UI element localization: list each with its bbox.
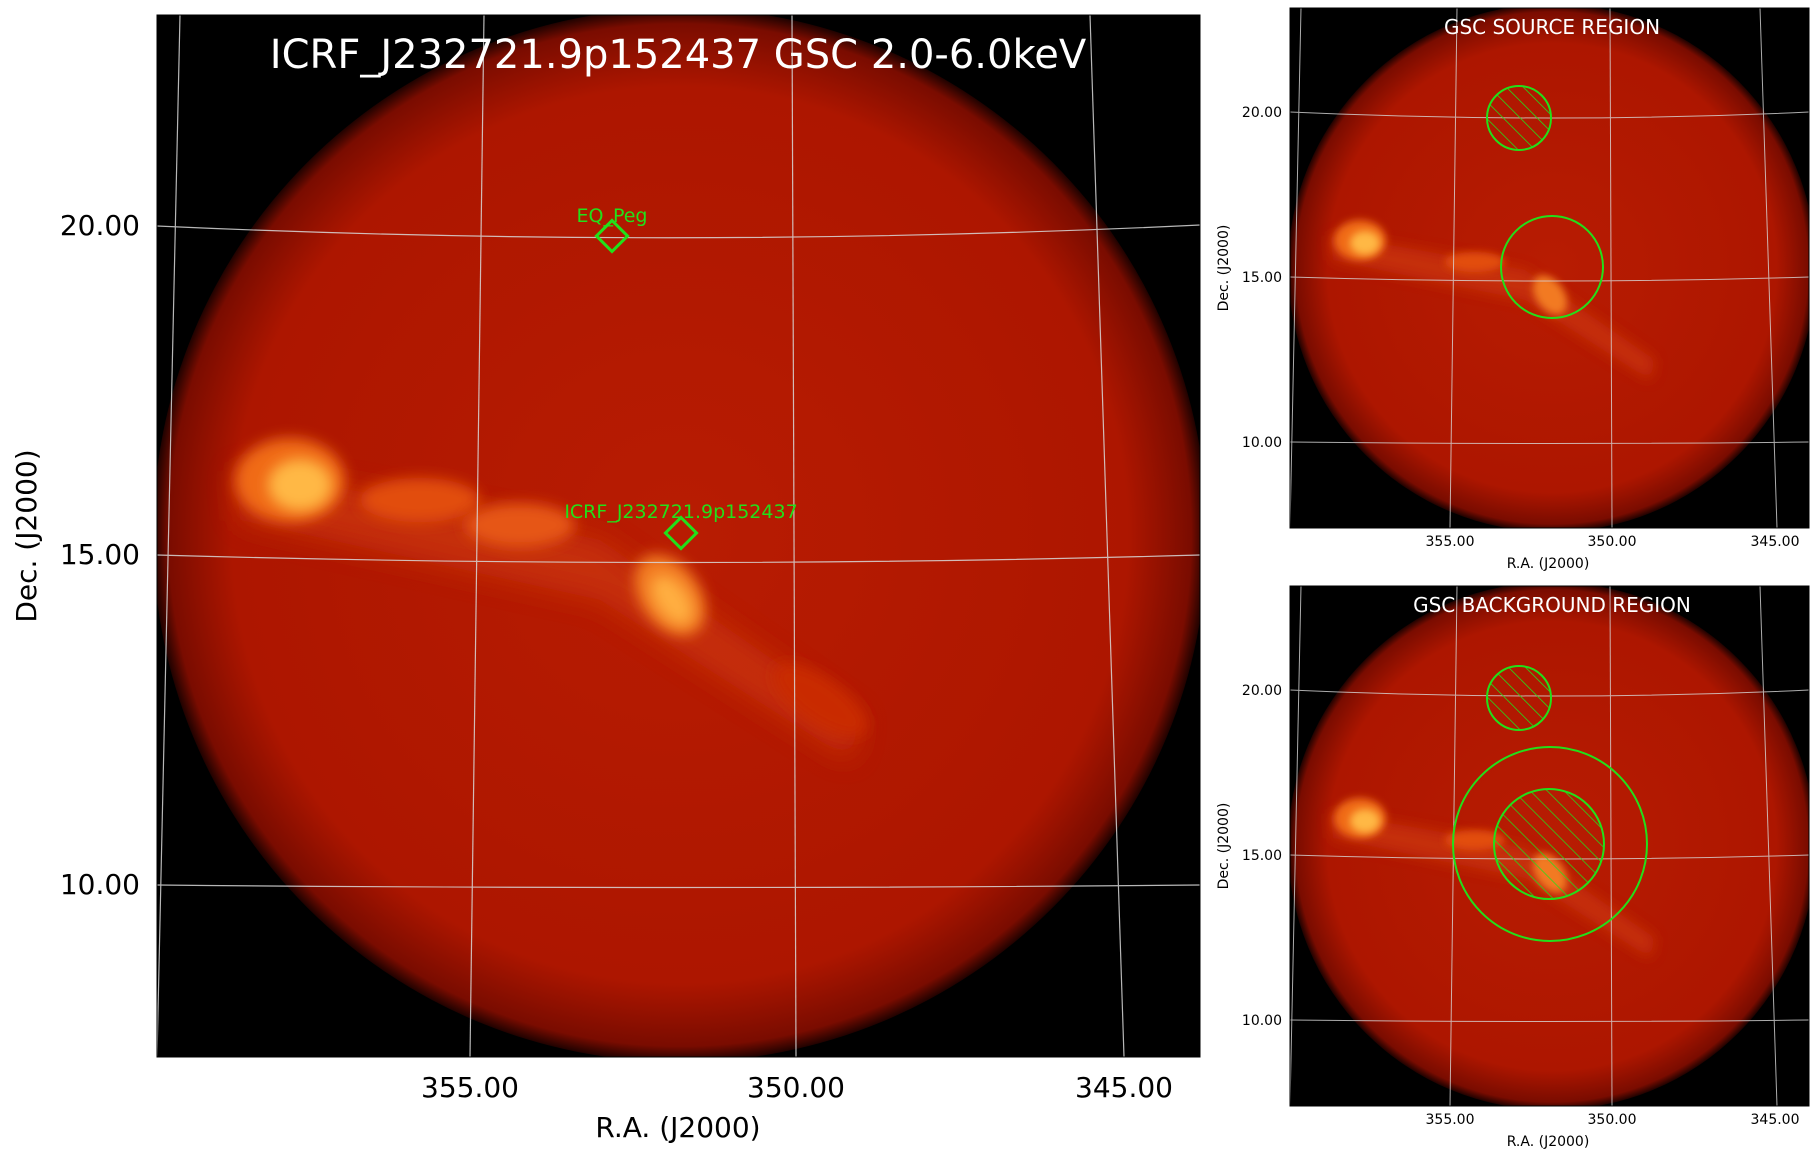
background-region-panel: GSC BACKGROUND REGION 20.00 15.00 10.00 …: [1216, 585, 1810, 1150]
x-axis-label: R.A. (J2000): [1507, 556, 1590, 572]
ra-tick-label: 345.00: [1075, 1071, 1173, 1104]
ra-tick-label: 345.00: [1751, 1112, 1800, 1128]
exclusion-region: [1486, 665, 1552, 731]
dec-tick-label: 20.00: [60, 209, 140, 242]
x-axis-label: R.A. (J2000): [1507, 1134, 1590, 1150]
ra-tick-label: 350.00: [1588, 1112, 1637, 1128]
source-region-circle[interactable]: [1500, 215, 1604, 319]
ra-tick-label: 355.00: [421, 1071, 519, 1104]
eq-peg-label: EQ_Peg: [577, 205, 648, 227]
dec-tick-label: 10.00: [1242, 435, 1282, 451]
ra-tick-label: 355.00: [1426, 1112, 1475, 1128]
y-axis-label: Dec. (J2000): [10, 449, 43, 622]
ridge-emission: [1330, 220, 1655, 380]
ra-tick-label: 350.00: [747, 1071, 845, 1104]
exclusion-region: [1486, 85, 1552, 151]
ra-tick-label: 350.00: [1588, 534, 1637, 550]
eq-peg-marker[interactable]: EQ_Peg: [577, 205, 648, 254]
background-annulus-outer[interactable]: [1452, 746, 1648, 942]
dec-tick-label: 20.00: [1242, 105, 1282, 121]
x-axis-label: R.A. (J2000): [595, 1111, 760, 1144]
sky-disc: [157, 15, 1200, 1057]
main-title: ICRF_J232721.9p152437 GSC 2.0-6.0keV: [270, 32, 1087, 78]
icrf-source-label: ICRF_J232721.9p152437: [564, 501, 797, 523]
ridge-emission: [235, 438, 867, 760]
ra-tick-label: 355.00: [1426, 534, 1475, 550]
source-region-panel: GSC SOURCE REGION 20.00 15.00 10.00 355.…: [1216, 7, 1810, 572]
y-axis-label: Dec. (J2000): [1216, 225, 1232, 312]
dec-tick-label: 10.00: [60, 868, 140, 901]
main-sky-map: EQ_Peg ICRF_J232721.9p152437 ICRF_J23272…: [10, 14, 1201, 1144]
panel-title: GSC BACKGROUND REGION: [1413, 593, 1691, 617]
coordinate-grid: [157, 15, 1200, 1057]
dec-tick-label: 20.00: [1242, 683, 1282, 699]
dec-tick-label: 15.00: [1242, 270, 1282, 286]
dec-tick-label: 15.00: [60, 538, 140, 571]
panel-title: GSC SOURCE REGION: [1444, 15, 1660, 39]
dec-tick-label: 15.00: [1242, 848, 1282, 864]
dec-tick-label: 10.00: [1242, 1013, 1282, 1029]
y-axis-label: Dec. (J2000): [1216, 803, 1232, 890]
ra-tick-label: 345.00: [1751, 534, 1800, 550]
excluded-source-region: [1493, 788, 1605, 900]
sky-disc: [1290, 8, 1809, 528]
icrf-source-marker[interactable]: ICRF_J232721.9p152437: [564, 501, 798, 551]
